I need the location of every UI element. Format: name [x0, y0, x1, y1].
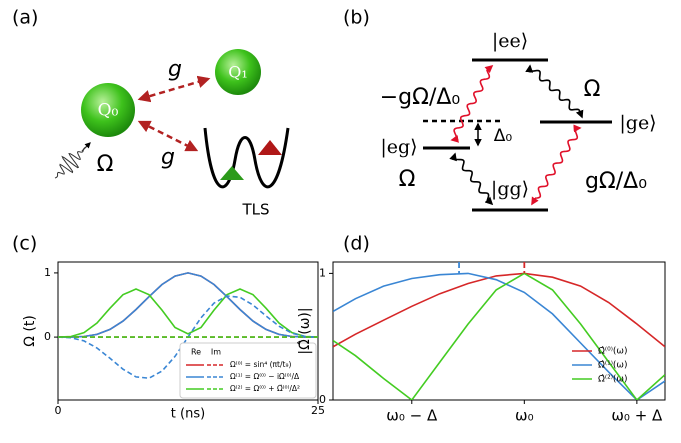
legend-label: Ω̂⁽⁰⁾(ω) — [598, 346, 627, 357]
series-line — [58, 272, 318, 338]
series-line — [333, 272, 665, 400]
legend-box — [179, 342, 317, 399]
q0-label: Q₀ — [98, 101, 119, 121]
coupling-label: g — [168, 57, 182, 82]
y-axis-label: |Ω̂ (ω)| — [297, 307, 313, 354]
y-tick-label: 0 — [319, 393, 326, 406]
plot-frame — [57, 261, 319, 401]
legend-label: Ω̂⁽²⁾(ω) — [598, 374, 627, 385]
diagram-b: (b) |ee⟩ |eg⟩ |ge⟩ |gg⟩ −gΩ/Δ₀ Δ₀ Ω Ω gΩ… — [343, 7, 657, 212]
series-line — [58, 272, 318, 338]
level-label: |ge⟩ — [619, 112, 656, 134]
y-tick-label: 0 — [44, 330, 51, 343]
panel-label: (b) — [343, 7, 370, 29]
drive-label: Ω — [97, 152, 114, 177]
q1-label: Q₁ — [228, 63, 248, 82]
y-tick-label: 1 — [44, 266, 51, 279]
level-label: |gg⟩ — [491, 178, 529, 200]
coupling-arrow — [137, 120, 199, 152]
series-line — [333, 272, 665, 348]
transition-arrow — [450, 64, 494, 143]
panel-label: (a) — [12, 7, 38, 29]
diagram-a: (a) Q₀ Q₁ g g Ω TLS — [12, 7, 290, 219]
legend-header: Im — [211, 348, 221, 357]
series-line — [333, 272, 665, 400]
plot-frame — [332, 261, 666, 401]
drive-label: Ω — [399, 167, 416, 192]
coupling-arrow — [137, 75, 211, 103]
drive-label: Ω — [584, 77, 601, 102]
transition-arrow — [525, 64, 584, 119]
tls-state — [220, 166, 244, 180]
transition-arrow — [449, 152, 494, 206]
x-tick-label: 25 — [311, 404, 325, 417]
y-tick-label: 1 — [319, 266, 326, 279]
chart: (d) ω₀ − Δ ω₀ ω₀ + Δ 0 1 |Ω̂ (ω)| Ω̂⁽⁰⁾(ω) Ω̂⁽¹⁾… — [297, 233, 666, 425]
panel-label: (c) — [12, 233, 37, 255]
legend-label: Ω⁽⁰⁾ = sin⁴ (πt/t₉) — [230, 360, 291, 369]
x-tick-label: ω₀ − Δ — [386, 407, 438, 425]
level-label: |ee⟩ — [492, 30, 528, 52]
legend-header: Re — [191, 348, 201, 357]
coupling-label: g — [161, 145, 175, 170]
series-line — [58, 288, 318, 338]
panel-label: (d) — [343, 233, 370, 255]
legend-label: Ω⁽²⁾ = Ω⁽⁰⁾ + Ω̈⁽⁰⁾/Δ² — [230, 384, 300, 393]
tls-state — [258, 140, 282, 155]
double-well — [203, 127, 290, 189]
legend-label: Ω⁽¹⁾ = Ω⁽⁰⁾ − iΩ̇⁽⁰⁾/Δ — [230, 372, 300, 381]
x-tick-label: ω₀ + Δ — [611, 407, 663, 425]
level-label: |eg⟩ — [380, 136, 417, 158]
drive-arrow — [81, 142, 91, 152]
wave-packet — [54, 144, 89, 179]
x-tick-label: ω₀ — [515, 407, 534, 425]
transition-arrow — [531, 124, 582, 206]
x-axis-label: t (ns) — [171, 407, 205, 422]
y-axis-label: Ω (t) — [22, 315, 38, 347]
tls-label: TLS — [241, 201, 269, 219]
x-tick-label: 0 — [55, 404, 62, 417]
legend-label: Ω̂⁽¹⁾(ω) — [598, 360, 627, 371]
qubit-q0 — [81, 83, 135, 137]
qubit-q1 — [215, 49, 261, 95]
coupling-label: gΩ/Δ₀ — [585, 169, 647, 194]
coupling-label: −gΩ/Δ₀ — [380, 85, 461, 110]
detuning-label: Δ₀ — [494, 126, 513, 146]
